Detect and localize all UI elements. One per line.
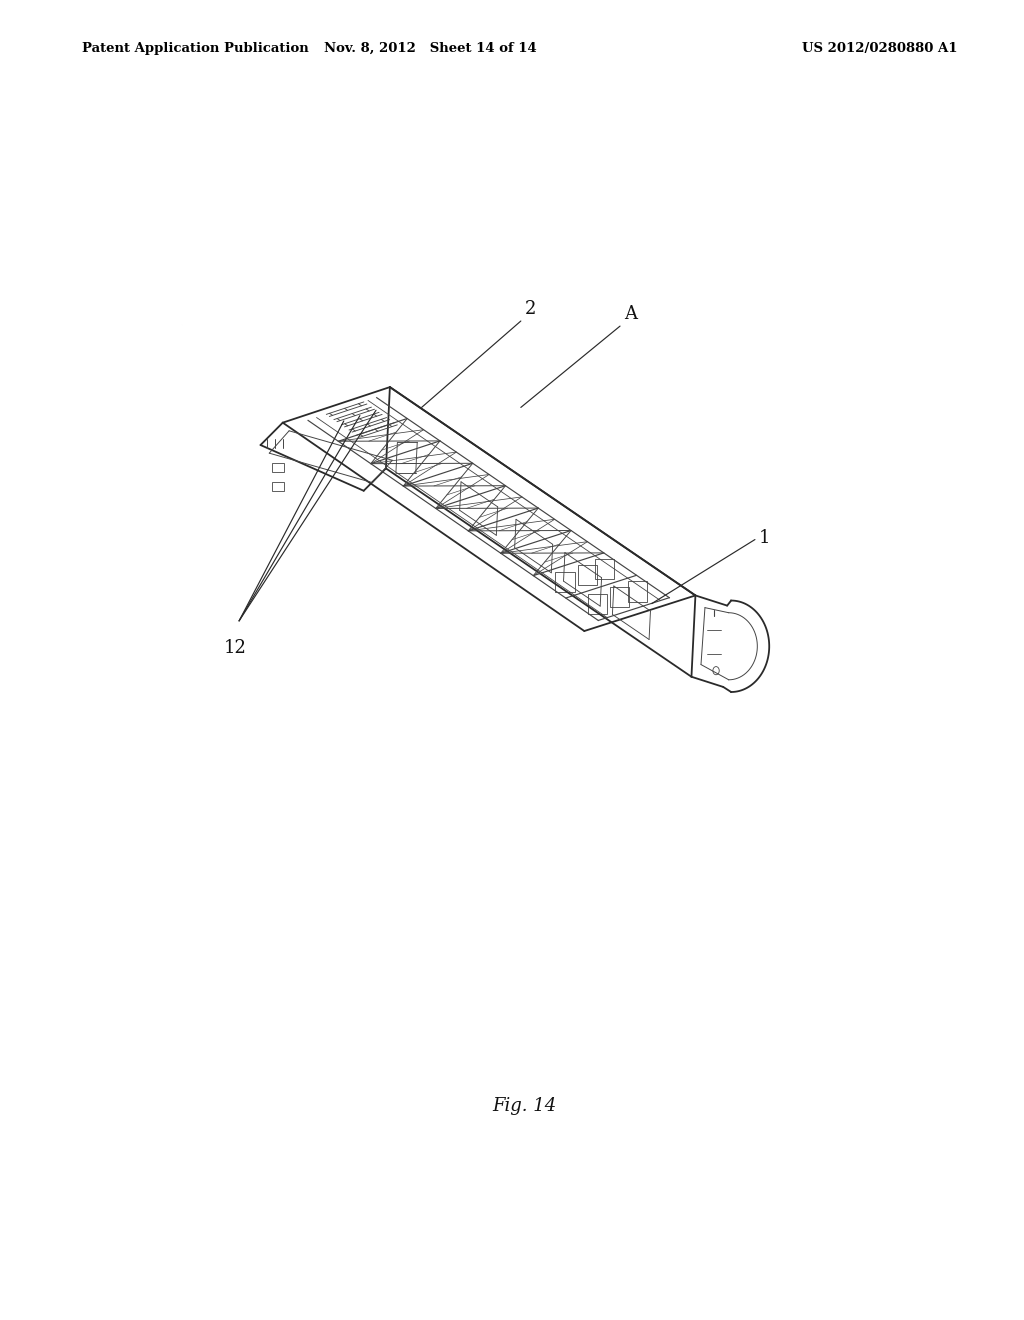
Bar: [555, 572, 574, 593]
Text: 2: 2: [524, 300, 537, 318]
Bar: [271, 482, 284, 491]
Text: 12: 12: [223, 639, 247, 657]
Text: 1: 1: [759, 528, 770, 546]
Bar: [271, 463, 284, 473]
Text: US 2012/0280880 A1: US 2012/0280880 A1: [802, 42, 957, 55]
Bar: [628, 581, 647, 602]
Text: Nov. 8, 2012   Sheet 14 of 14: Nov. 8, 2012 Sheet 14 of 14: [324, 42, 537, 55]
Text: Patent Application Publication: Patent Application Publication: [82, 42, 308, 55]
Bar: [578, 565, 597, 585]
Bar: [610, 587, 629, 607]
Bar: [595, 558, 614, 579]
Bar: [588, 594, 607, 614]
Text: Fig. 14: Fig. 14: [493, 1097, 557, 1114]
Text: A: A: [624, 305, 637, 323]
